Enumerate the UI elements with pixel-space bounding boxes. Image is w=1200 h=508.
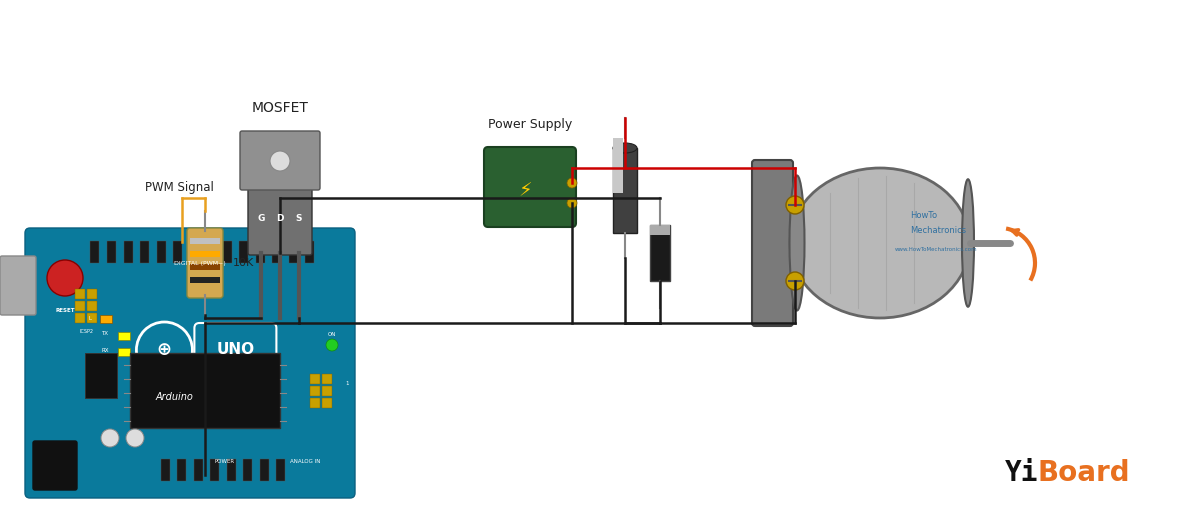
Bar xyxy=(310,386,320,396)
Bar xyxy=(322,374,332,384)
Text: TX: TX xyxy=(102,331,108,336)
Text: Arduino: Arduino xyxy=(156,392,193,402)
Bar xyxy=(88,289,97,299)
Circle shape xyxy=(270,151,290,171)
Circle shape xyxy=(568,178,577,188)
Circle shape xyxy=(126,429,144,447)
Bar xyxy=(650,225,670,235)
Text: L: L xyxy=(89,316,91,321)
Text: Power Supply: Power Supply xyxy=(488,118,572,131)
Circle shape xyxy=(326,339,338,351)
Bar xyxy=(178,459,186,481)
Text: Mechatronics: Mechatronics xyxy=(910,226,966,235)
FancyBboxPatch shape xyxy=(25,228,355,498)
Bar xyxy=(244,459,252,481)
Text: ⚡: ⚡ xyxy=(518,181,532,201)
Bar xyxy=(272,241,281,263)
Bar xyxy=(130,353,280,428)
Text: D: D xyxy=(276,213,283,223)
Text: 1: 1 xyxy=(346,381,348,386)
Bar xyxy=(288,241,298,263)
Text: DIGITAL (PWM~): DIGITAL (PWM~) xyxy=(174,261,226,266)
Circle shape xyxy=(786,272,804,290)
Text: RX: RX xyxy=(101,348,109,353)
Bar xyxy=(140,241,149,263)
Ellipse shape xyxy=(613,143,637,153)
Bar xyxy=(190,238,220,244)
Bar xyxy=(107,241,116,263)
FancyBboxPatch shape xyxy=(240,131,320,190)
Bar xyxy=(85,353,118,398)
Bar xyxy=(276,459,286,481)
Bar xyxy=(227,459,235,481)
Bar xyxy=(190,277,220,283)
Text: Board: Board xyxy=(1038,459,1130,487)
Bar xyxy=(613,148,637,233)
Text: ICSP2: ICSP2 xyxy=(79,329,94,334)
Bar xyxy=(156,241,166,263)
Text: ⊕: ⊕ xyxy=(157,341,172,359)
Circle shape xyxy=(47,260,83,296)
Text: www.HowToMechatronics.com: www.HowToMechatronics.com xyxy=(895,247,978,252)
Circle shape xyxy=(101,429,119,447)
Circle shape xyxy=(568,198,577,208)
FancyBboxPatch shape xyxy=(0,256,36,315)
Text: ICSP: ICSP xyxy=(365,375,370,386)
Text: ON: ON xyxy=(328,333,336,337)
Bar xyxy=(305,241,314,263)
Bar xyxy=(74,289,85,299)
Text: S: S xyxy=(295,213,302,223)
Text: POWER: POWER xyxy=(215,459,235,464)
Bar xyxy=(650,225,670,281)
Bar xyxy=(322,398,332,408)
Text: 10K: 10K xyxy=(233,258,254,268)
Ellipse shape xyxy=(962,179,974,307)
Ellipse shape xyxy=(790,168,970,318)
FancyBboxPatch shape xyxy=(187,228,223,298)
FancyBboxPatch shape xyxy=(248,186,312,255)
Bar xyxy=(190,251,220,257)
Bar xyxy=(100,315,112,323)
Text: UNO: UNO xyxy=(216,342,254,358)
Bar xyxy=(74,301,85,311)
Text: RESET: RESET xyxy=(55,308,74,313)
Text: Yi: Yi xyxy=(1006,459,1038,487)
Ellipse shape xyxy=(790,175,804,310)
Bar xyxy=(613,138,623,193)
Bar xyxy=(310,374,320,384)
Bar xyxy=(190,264,220,270)
Bar xyxy=(322,386,332,396)
Circle shape xyxy=(786,196,804,214)
Text: MOSFET: MOSFET xyxy=(252,101,308,115)
Bar xyxy=(310,398,320,408)
Bar xyxy=(222,241,232,263)
Bar xyxy=(210,459,220,481)
Bar xyxy=(193,459,203,481)
Text: ANALOG IN: ANALOG IN xyxy=(290,459,320,464)
Text: G: G xyxy=(257,213,265,223)
Bar xyxy=(259,459,269,481)
FancyBboxPatch shape xyxy=(484,147,576,227)
Bar xyxy=(161,459,169,481)
Bar xyxy=(118,348,130,356)
Text: PWM Signal: PWM Signal xyxy=(145,181,214,195)
Bar xyxy=(173,241,182,263)
Bar xyxy=(90,241,100,263)
Bar xyxy=(88,313,97,323)
Bar xyxy=(190,241,198,263)
Bar xyxy=(118,332,130,340)
Bar xyxy=(124,241,132,263)
Text: HowTo: HowTo xyxy=(910,211,937,220)
Bar xyxy=(74,313,85,323)
FancyBboxPatch shape xyxy=(752,160,793,326)
Bar xyxy=(256,241,264,263)
Bar xyxy=(206,241,215,263)
Bar xyxy=(239,241,248,263)
Bar xyxy=(88,301,97,311)
FancyBboxPatch shape xyxy=(32,441,77,490)
